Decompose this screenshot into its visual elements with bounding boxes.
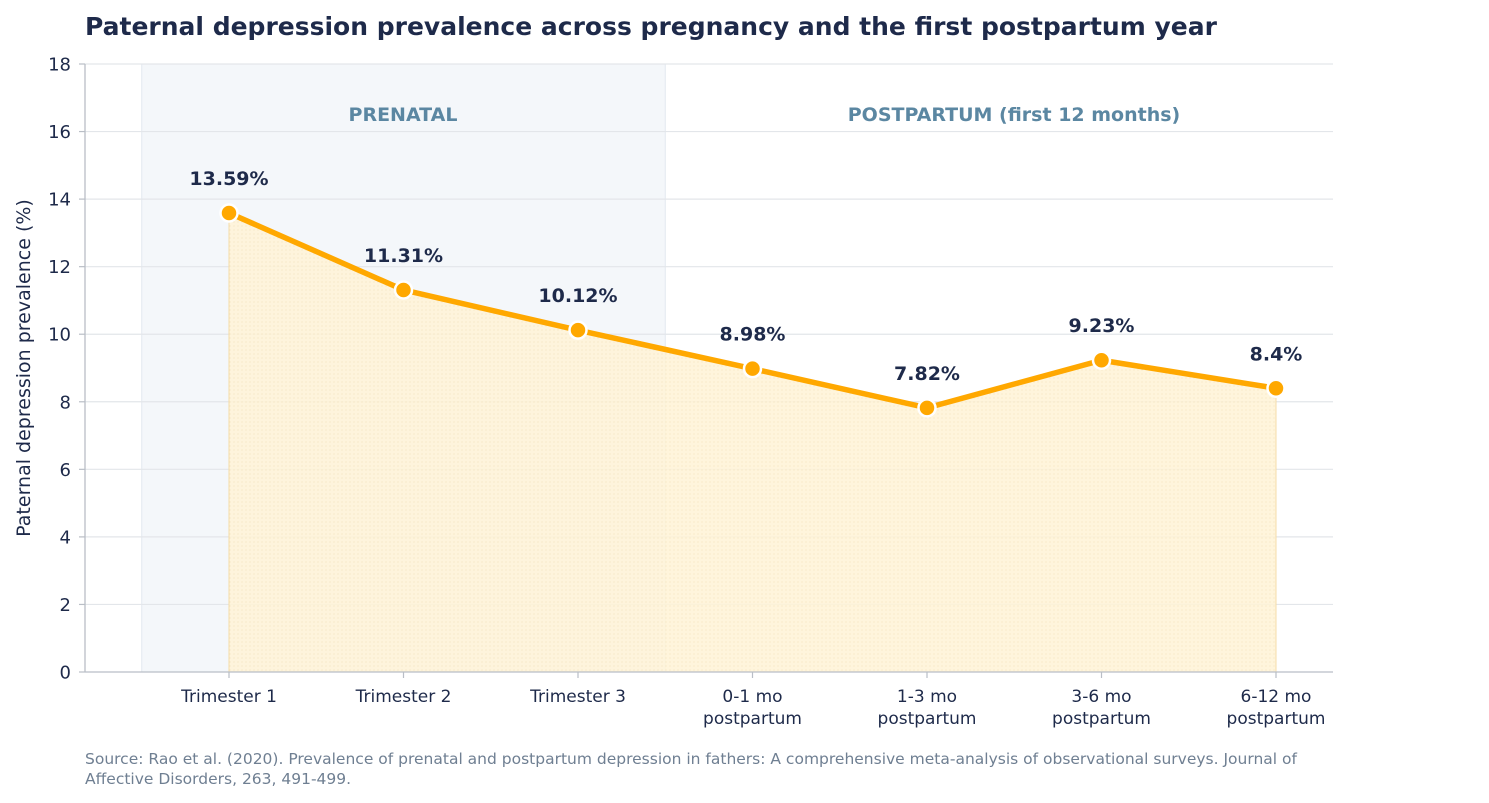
x-tick-label: Trimester 1 [180,687,277,707]
x-tick-label: 3-6 mo postpartum [1052,687,1151,729]
x-tick-label-line: Trimester 2 [355,687,452,707]
data-point [1091,350,1112,370]
y-tick-label: 18 [48,55,71,76]
data-labels: 13.59% 11.31% 10.12% 8.98% 7.82% 9.23% 8.4% [189,168,1302,385]
x-tick-label-line: postpartum [703,709,802,729]
data-label: 8.98% [720,324,786,346]
y-tick-label: 12 [48,257,71,278]
x-tick-label-line: Trimester 3 [529,687,626,707]
x-tick-label: Trimester 3 [529,687,626,707]
data-point [219,203,239,223]
y-tick-label: 4 [60,527,71,548]
x-tick-label: 1-3 mo postpartum [878,687,977,729]
chart-text: Paternal depression prevalence across pr… [13,12,1298,788]
data-label: 11.31% [364,245,443,267]
x-tick-label: 0-1 mo postpartum [703,687,802,729]
data-label: 13.59% [189,168,268,190]
data-label: 8.4% [1250,343,1303,365]
y-tick-label: 6 [60,460,71,481]
data-label: 7.82% [894,363,960,385]
axes: 0 2 4 6 8 10 12 14 16 18 Trimester 1 Trimester 2 Tri… [48,55,1333,729]
data-point [917,398,937,418]
y-tick-label: 2 [60,595,71,616]
area-fill-texture [229,212,1276,672]
x-tick-label: 6-12 mo postpartum [1227,687,1326,729]
y-tick-label: 0 [60,663,71,684]
x-tick-label-line: 1-3 mo [897,687,957,707]
x-tick-label-line: 3-6 mo [1071,687,1131,707]
x-tick-label-line: 6-12 mo [1241,687,1312,707]
source-note-line-1: Source: Rao et al. (2020). Prevalence of… [85,750,1298,768]
x-tick-label-line: postpartum [1227,709,1326,729]
x-tick-label: Trimester 2 [355,687,452,707]
y-axis-label: Paternal depression prevalence (%) [13,199,35,537]
y-tick-label: 10 [48,325,71,346]
data-points [219,203,1286,418]
x-tick-label-line: postpartum [878,709,977,729]
phase-label-prenatal: PRENATAL [349,104,458,126]
area-fill [228,212,1277,672]
data-label: 9.23% [1069,315,1135,337]
phase-label-postpartum: POSTPARTUM (first 12 months) [848,104,1180,126]
data-label: 10.12% [538,285,617,307]
y-tick-label: 8 [60,392,71,413]
x-tick-label-line: Trimester 1 [180,687,277,707]
y-tick-label: 16 [48,122,71,143]
y-tick-label: 14 [48,190,71,211]
data-point [1266,378,1286,399]
data-point [393,280,414,300]
data-point [742,358,763,379]
x-tick-label-line: 0-1 mo [722,687,782,707]
x-tick-label-line: postpartum [1052,709,1151,729]
chart-title: Paternal depression prevalence across pr… [85,12,1218,41]
source-note-line-2: Affective Disorders, 263, 491-499. [85,770,351,788]
data-point [568,320,588,340]
